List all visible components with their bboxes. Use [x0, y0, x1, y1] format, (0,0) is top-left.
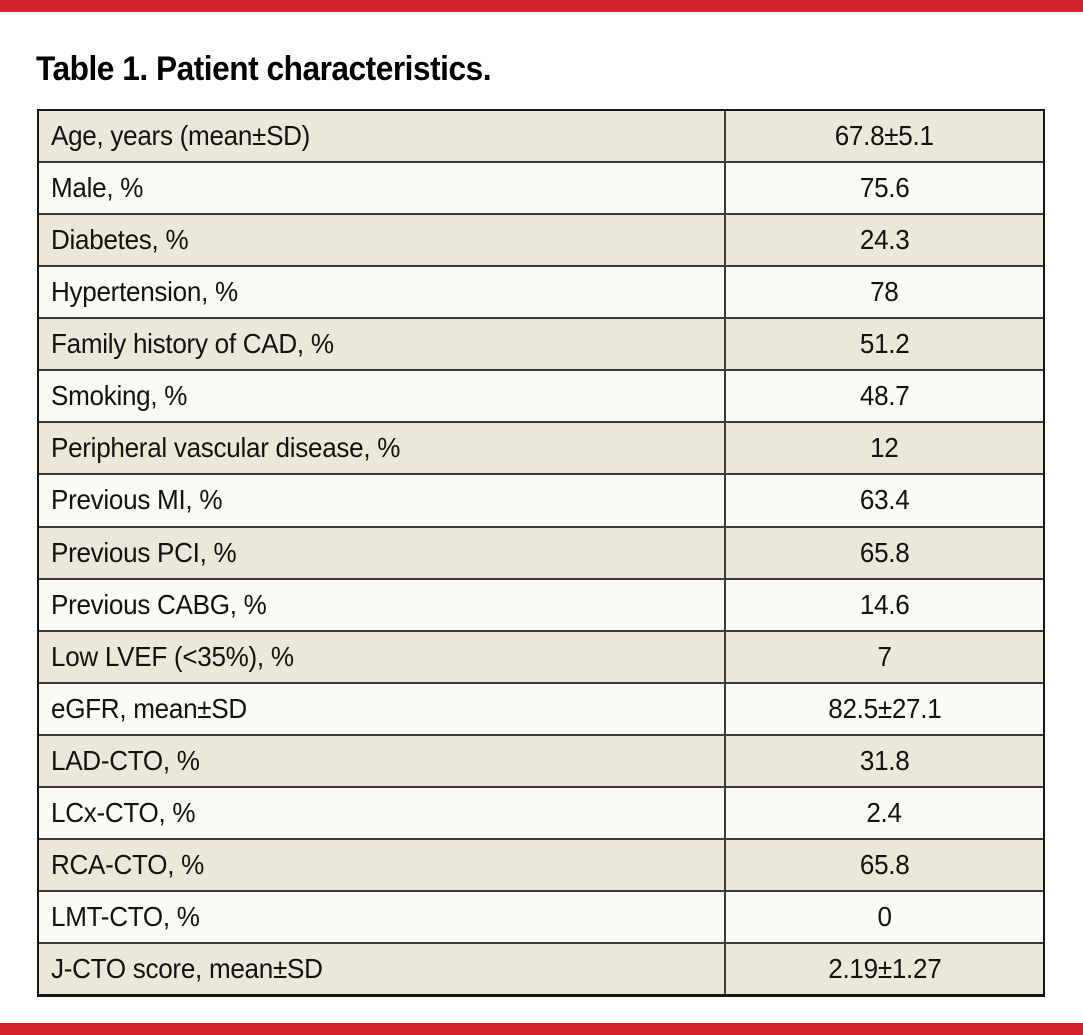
row-value: 7 — [877, 640, 892, 672]
row-value: 24.3 — [859, 224, 910, 256]
row-value: 2.19±1.27 — [827, 953, 941, 985]
row-label: RCA-CTO, % — [51, 848, 204, 880]
row-label: J-CTO score, mean±SD — [51, 953, 323, 985]
row-value-cell: 65.8 — [726, 528, 1043, 578]
table-title: Table 1. Patient characteristics. — [36, 50, 525, 89]
table-row: Smoking, % 48.7 — [39, 371, 1043, 424]
row-label-cell: Low LVEF (<35%), % — [39, 631, 726, 682]
row-label: Previous MI, % — [51, 484, 223, 516]
row-value-cell: 63.4 — [726, 475, 1043, 525]
row-value: 63.4 — [859, 484, 910, 516]
table-title-text: Table 1. Patient characteristics. — [36, 50, 492, 88]
row-value-cell: 2.4 — [726, 788, 1043, 838]
table-row: LMT-CTO, % 0 — [39, 891, 1043, 944]
row-value: 0 — [877, 900, 892, 932]
row-value: 65.8 — [859, 848, 910, 880]
row-label: Diabetes, % — [51, 224, 189, 256]
table-row: LCx-CTO, % 2.4 — [39, 787, 1043, 840]
row-value-cell: 7 — [726, 632, 1043, 682]
table-row: Family history of CAD, % 51.2 — [39, 319, 1043, 372]
row-value-cell: 78 — [726, 267, 1043, 317]
row-label: Family history of CAD, % — [51, 328, 334, 360]
row-value: 75.6 — [859, 172, 910, 204]
row-label-cell: Age, years (mean±SD) — [39, 111, 726, 162]
row-value-cell: 2.19±1.27 — [726, 944, 1043, 994]
row-value-cell: 67.8±5.1 — [726, 111, 1043, 161]
row-label-cell: LCx-CTO, % — [39, 787, 726, 838]
row-value-cell: 12 — [726, 423, 1043, 473]
row-label: Age, years (mean±SD) — [51, 120, 311, 152]
row-label: LMT-CTO, % — [51, 900, 200, 932]
row-value: 65.8 — [859, 536, 910, 568]
row-value-cell: 82.5±27.1 — [726, 684, 1043, 734]
row-value-cell: 48.7 — [726, 371, 1043, 421]
table-row: Diabetes, % 24.3 — [39, 215, 1043, 268]
table-row: Male, % 75.6 — [39, 163, 1043, 216]
row-label: eGFR, mean±SD — [51, 692, 247, 724]
table-row: eGFR, mean±SD 82.5±27.1 — [39, 683, 1043, 736]
row-label: Low LVEF (<35%), % — [51, 640, 294, 672]
row-value-cell: 14.6 — [726, 580, 1043, 630]
table-row: RCA-CTO, % 65.8 — [39, 839, 1043, 892]
row-label-cell: RCA-CTO, % — [39, 839, 726, 890]
row-label-cell: Previous MI, % — [39, 475, 726, 526]
row-label-cell: Family history of CAD, % — [39, 319, 726, 370]
row-value-cell: 75.6 — [726, 163, 1043, 213]
table-row: Previous PCI, % 65.8 — [39, 527, 1043, 580]
row-value-cell: 0 — [726, 892, 1043, 942]
row-label: Male, % — [51, 172, 144, 204]
row-label-cell: Male, % — [39, 163, 726, 214]
table-row: Previous MI, % 63.4 — [39, 475, 1043, 528]
row-value-cell: 31.8 — [726, 736, 1043, 786]
row-label: Peripheral vascular disease, % — [51, 432, 401, 464]
row-value-cell: 24.3 — [726, 215, 1043, 265]
row-value: 2.4 — [866, 796, 903, 828]
row-value: 48.7 — [859, 380, 910, 412]
table-row: Hypertension, % 78 — [39, 267, 1043, 320]
table-row: Low LVEF (<35%), % 7 — [39, 631, 1043, 684]
patient-characteristics-table: Age, years (mean±SD) 67.8±5.1 Male, % 75… — [37, 109, 1045, 997]
row-value: 67.8±5.1 — [834, 120, 934, 152]
row-value: 31.8 — [859, 744, 910, 776]
table-row: LAD-CTO, % 31.8 — [39, 735, 1043, 788]
row-label: LAD-CTO, % — [51, 744, 200, 776]
row-label-cell: Diabetes, % — [39, 215, 726, 266]
row-label: Smoking, % — [51, 380, 188, 412]
row-label: Previous CABG, % — [51, 588, 267, 620]
row-label-cell: Previous PCI, % — [39, 527, 726, 578]
row-label: Previous PCI, % — [51, 536, 237, 568]
row-label: LCx-CTO, % — [51, 796, 196, 828]
table-row: Peripheral vascular disease, % 12 — [39, 423, 1043, 476]
row-value: 82.5±27.1 — [827, 692, 941, 724]
row-label-cell: LMT-CTO, % — [39, 891, 726, 942]
top-red-rule — [0, 0, 1083, 12]
row-label-cell: J-CTO score, mean±SD — [39, 944, 726, 995]
table-row: Age, years (mean±SD) 67.8±5.1 — [39, 111, 1043, 164]
row-value-cell: 51.2 — [726, 319, 1043, 369]
row-value: 12 — [870, 432, 899, 464]
row-label-cell: Hypertension, % — [39, 267, 726, 318]
row-label-cell: eGFR, mean±SD — [39, 683, 726, 734]
row-value: 51.2 — [859, 328, 910, 360]
row-label-cell: Previous CABG, % — [39, 579, 726, 630]
row-value: 14.6 — [859, 588, 910, 620]
row-label-cell: LAD-CTO, % — [39, 735, 726, 786]
row-value: 78 — [870, 276, 899, 308]
row-label: Hypertension, % — [51, 276, 238, 308]
row-label-cell: Peripheral vascular disease, % — [39, 423, 726, 474]
table-row: Previous CABG, % 14.6 — [39, 579, 1043, 632]
row-value-cell: 65.8 — [726, 840, 1043, 890]
table-row: J-CTO score, mean±SD 2.19±1.27 — [39, 944, 1043, 995]
row-label-cell: Smoking, % — [39, 371, 726, 422]
bottom-red-rule — [0, 1023, 1083, 1035]
